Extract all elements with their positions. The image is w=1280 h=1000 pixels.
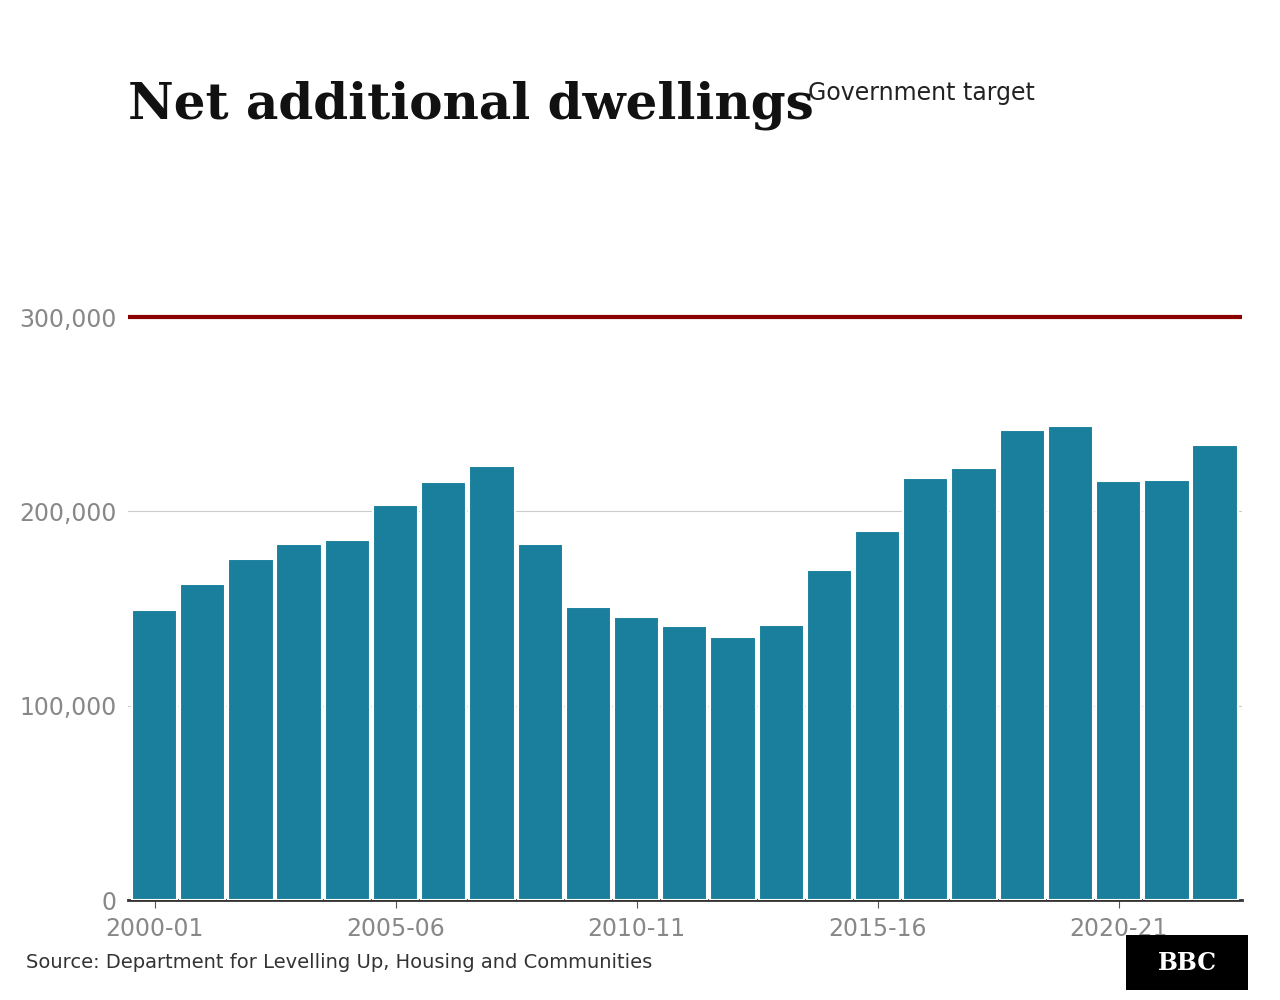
Bar bbox=[372, 505, 419, 900]
Bar bbox=[180, 584, 225, 900]
Bar bbox=[662, 626, 708, 900]
Bar bbox=[1144, 480, 1189, 900]
Bar bbox=[276, 544, 321, 900]
Bar bbox=[1048, 426, 1093, 900]
Bar bbox=[470, 466, 515, 900]
Bar bbox=[904, 478, 948, 900]
Bar bbox=[566, 607, 611, 900]
Bar bbox=[517, 544, 563, 900]
Bar bbox=[1096, 481, 1142, 900]
Bar bbox=[614, 617, 659, 900]
Bar bbox=[325, 540, 370, 900]
Bar bbox=[855, 531, 900, 900]
Bar bbox=[132, 610, 177, 900]
Text: BBC: BBC bbox=[1157, 950, 1217, 974]
Bar bbox=[806, 570, 852, 900]
Bar bbox=[421, 482, 466, 900]
Text: Government target: Government target bbox=[808, 81, 1036, 105]
Bar bbox=[228, 559, 274, 900]
Bar bbox=[759, 625, 804, 900]
Bar bbox=[710, 637, 755, 900]
Bar bbox=[1000, 430, 1044, 900]
Text: Source: Department for Levelling Up, Housing and Communities: Source: Department for Levelling Up, Hou… bbox=[26, 953, 652, 972]
Bar bbox=[951, 468, 997, 900]
Bar bbox=[1193, 445, 1238, 900]
Text: Net additional dwellings: Net additional dwellings bbox=[128, 80, 814, 129]
